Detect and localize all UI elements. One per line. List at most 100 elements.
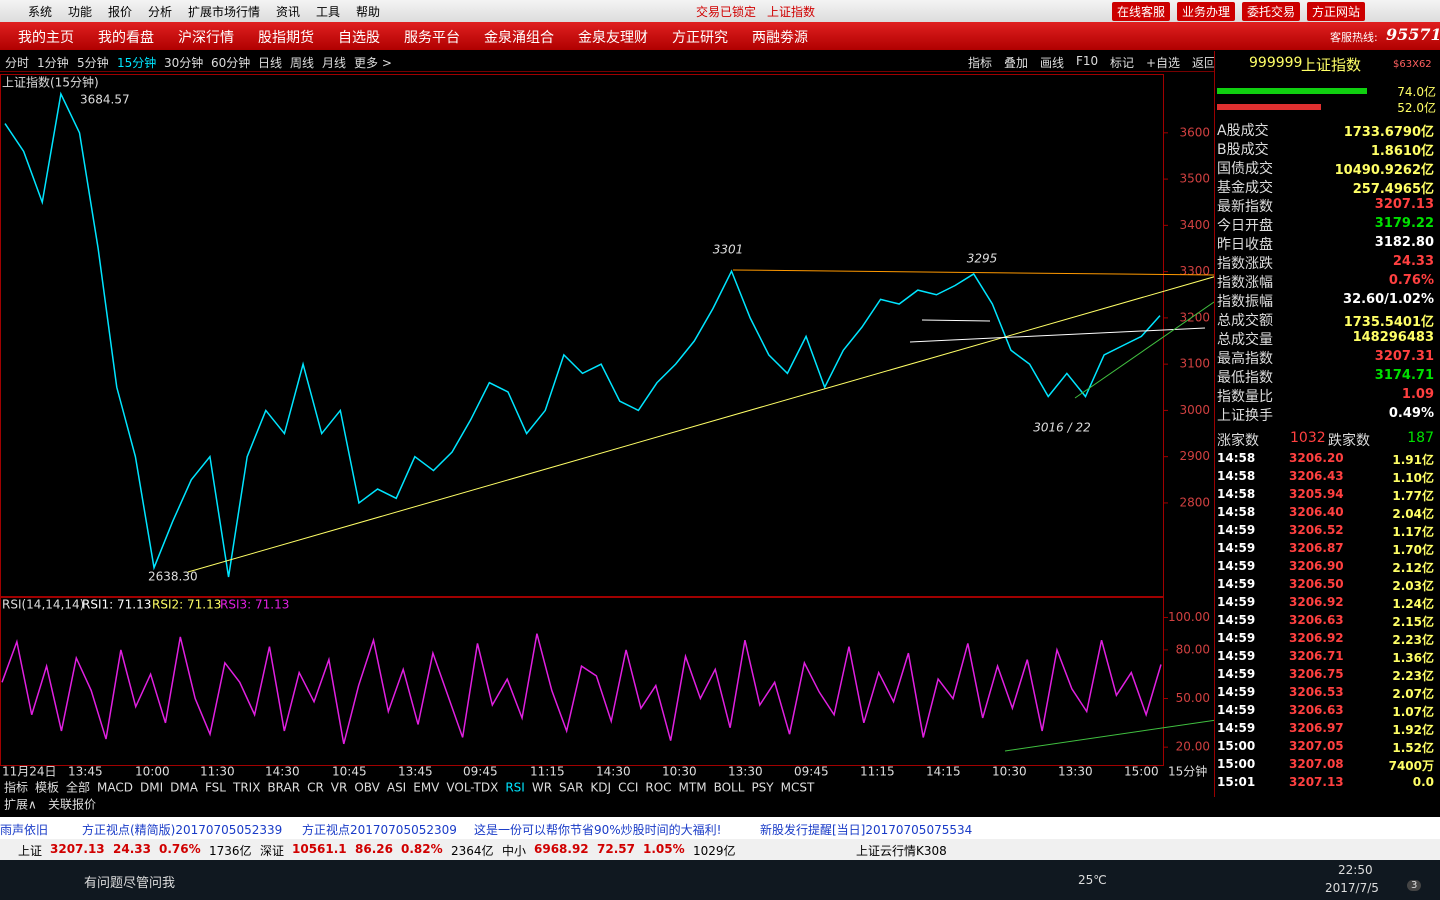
field-label: 最新指数 bbox=[1217, 199, 1273, 215]
index-quote: 深证 bbox=[260, 844, 285, 858]
indicator-tab[interactable]: ROC bbox=[645, 781, 671, 795]
field-value: 3207.31 bbox=[1374, 349, 1434, 364]
period-tab[interactable]: 5分钟 bbox=[77, 56, 109, 70]
indicator-tab[interactable]: DMI bbox=[140, 781, 163, 795]
indicator-tab[interactable]: EMV bbox=[413, 781, 440, 795]
menu-item[interactable]: 帮助 bbox=[356, 5, 381, 19]
period-tab[interactable]: 60分钟 bbox=[211, 56, 251, 70]
period-tab[interactable]: 分时 bbox=[5, 56, 30, 70]
nav-item[interactable]: 方正研究 bbox=[672, 30, 728, 46]
indicator-tab[interactable]: MCST bbox=[781, 781, 815, 795]
news-item[interactable]: 方正视点20170705052309 bbox=[302, 823, 457, 837]
nav-item[interactable]: 自选股 bbox=[338, 30, 380, 46]
indicator-tab[interactable]: VOL-TDX bbox=[446, 781, 498, 795]
field-label: 指数量比 bbox=[1217, 389, 1273, 405]
menu-item[interactable]: 分析 bbox=[148, 5, 173, 19]
indicator-tab[interactable]: RSI bbox=[505, 781, 525, 795]
tool-button[interactable]: +自选 bbox=[1146, 56, 1181, 70]
field-value: 148296483 bbox=[1352, 330, 1434, 345]
top-button[interactable]: 业务办理 bbox=[1177, 2, 1236, 21]
indicator-tab[interactable]: 全部 bbox=[66, 780, 90, 795]
tick-price: 3206.63 bbox=[1289, 703, 1344, 717]
menu-item[interactable]: 报价 bbox=[108, 5, 133, 19]
nav-item[interactable]: 两融劵源 bbox=[752, 30, 808, 46]
index-quote: 0.76% bbox=[159, 842, 201, 856]
period-tab[interactable]: 周线 bbox=[290, 56, 315, 70]
period-tab[interactable]: 30分钟 bbox=[164, 56, 204, 70]
tick-time: 14:59 bbox=[1217, 685, 1256, 699]
indicator-tab[interactable]: MACD bbox=[97, 781, 133, 795]
tool-button[interactable]: 标记 bbox=[1110, 56, 1135, 70]
menu-item[interactable]: 功能 bbox=[68, 5, 93, 19]
field-value: 1.09 bbox=[1401, 387, 1434, 402]
indicator-tab[interactable]: VR bbox=[331, 781, 348, 795]
period-tab[interactable]: 日线 bbox=[258, 56, 283, 70]
tool-button[interactable]: F10 bbox=[1076, 54, 1099, 68]
top-button[interactable]: 委托交易 bbox=[1242, 2, 1301, 21]
news-item[interactable]: 新股发行提醒[当日]20170705075534 bbox=[760, 823, 973, 837]
sub-tab[interactable]: 关联报价 bbox=[48, 797, 96, 812]
period-tab[interactable]: 月线 bbox=[322, 56, 347, 70]
search-box[interactable]: 有问题尽管问我 bbox=[84, 876, 176, 891]
tool-button[interactable]: 返回 bbox=[1192, 56, 1217, 70]
top-button[interactable]: 方正网站 bbox=[1307, 2, 1366, 21]
indicator-tab[interactable]: FSL bbox=[205, 781, 226, 795]
nav-item[interactable]: 服务平台 bbox=[404, 30, 460, 46]
clock-time: 22:50 bbox=[1338, 863, 1373, 877]
rsi-legend: RSI1: 71.13 bbox=[82, 598, 151, 612]
tick-volume: 1.70亿 bbox=[1392, 543, 1434, 557]
period-tab[interactable]: 1分钟 bbox=[37, 56, 69, 70]
indicator-tab[interactable]: MTM bbox=[679, 781, 707, 795]
indicator-tab[interactable]: PSY bbox=[751, 781, 774, 795]
tick-price: 3206.53 bbox=[1289, 685, 1344, 699]
indicator-tab[interactable]: WR bbox=[532, 781, 552, 795]
tool-button[interactable]: 指标 bbox=[968, 56, 993, 70]
indicator-tab[interactable]: OBV bbox=[354, 781, 380, 795]
clock-date: 2017/7/5 bbox=[1325, 881, 1379, 895]
indicator-tab[interactable]: 指标 bbox=[4, 780, 28, 795]
ratio-bar bbox=[1217, 104, 1321, 110]
indicator-tab[interactable]: SAR bbox=[559, 781, 583, 795]
notification-badge: 3 bbox=[1407, 880, 1422, 891]
field-label: 上证换手 bbox=[1217, 408, 1273, 424]
top-button[interactable]: 在线客服 bbox=[1112, 2, 1171, 21]
indicator-tab[interactable]: CCI bbox=[618, 781, 638, 795]
news-item[interactable]: 方正视点(精简版)20170705052339 bbox=[82, 823, 283, 837]
field-value: 10490.9262亿 bbox=[1334, 163, 1434, 178]
nav-item[interactable]: 金泉涌组合 bbox=[484, 30, 554, 46]
nav-item[interactable]: 沪深行情 bbox=[178, 30, 234, 46]
indicator-tab[interactable]: KDJ bbox=[590, 781, 611, 795]
menu-item[interactable]: 扩展市场行情 bbox=[188, 5, 261, 19]
indicator-tab[interactable]: CR bbox=[307, 781, 324, 795]
nav-item[interactable]: 金泉友理财 bbox=[578, 30, 648, 46]
nav-item[interactable]: 我的看盘 bbox=[98, 30, 154, 46]
tick-volume: 2.04亿 bbox=[1392, 507, 1434, 521]
sub-tab[interactable]: 扩展∧ bbox=[4, 798, 37, 812]
index-quote: 24.33 bbox=[113, 842, 151, 856]
nav-item[interactable]: 股指期货 bbox=[258, 30, 314, 46]
period-tab[interactable]: 15分钟 bbox=[117, 56, 157, 70]
hotline-label: 客服热线: bbox=[1330, 31, 1378, 44]
menu-item[interactable]: 工具 bbox=[316, 5, 341, 19]
indicator-tab[interactable]: 模板 bbox=[35, 781, 59, 795]
indicator-tab[interactable]: BOLL bbox=[714, 781, 745, 795]
tick-volume: 2.03亿 bbox=[1392, 579, 1434, 593]
tick-volume: 1.91亿 bbox=[1392, 453, 1434, 467]
tick-time: 14:58 bbox=[1217, 451, 1256, 465]
indicator-tab[interactable]: DMA bbox=[170, 781, 199, 795]
menu-item[interactable]: 资讯 bbox=[276, 5, 301, 19]
y-tick-label: 3400 bbox=[1179, 218, 1210, 232]
tool-button[interactable]: 画线 bbox=[1040, 56, 1065, 70]
nav-item[interactable]: 我的主页 bbox=[18, 30, 74, 46]
indicator-tab[interactable]: ASI bbox=[387, 781, 406, 795]
tool-button[interactable]: 叠加 bbox=[1004, 56, 1029, 70]
menu-item[interactable]: 系统 bbox=[28, 5, 53, 19]
period-tab[interactable]: 更多 > bbox=[354, 56, 392, 70]
field-label: 最高指数 bbox=[1217, 351, 1273, 367]
news-item[interactable]: 雨声依旧 bbox=[0, 823, 49, 837]
indicator-tab[interactable]: TRIX bbox=[232, 781, 260, 795]
news-item[interactable]: 这是一份可以帮你节省90%炒股时间的大福利! bbox=[474, 823, 722, 837]
tick-volume: 2.07亿 bbox=[1392, 687, 1434, 701]
indicator-tab[interactable]: BRAR bbox=[267, 781, 300, 795]
index-quote: 3207.13 bbox=[50, 842, 105, 856]
